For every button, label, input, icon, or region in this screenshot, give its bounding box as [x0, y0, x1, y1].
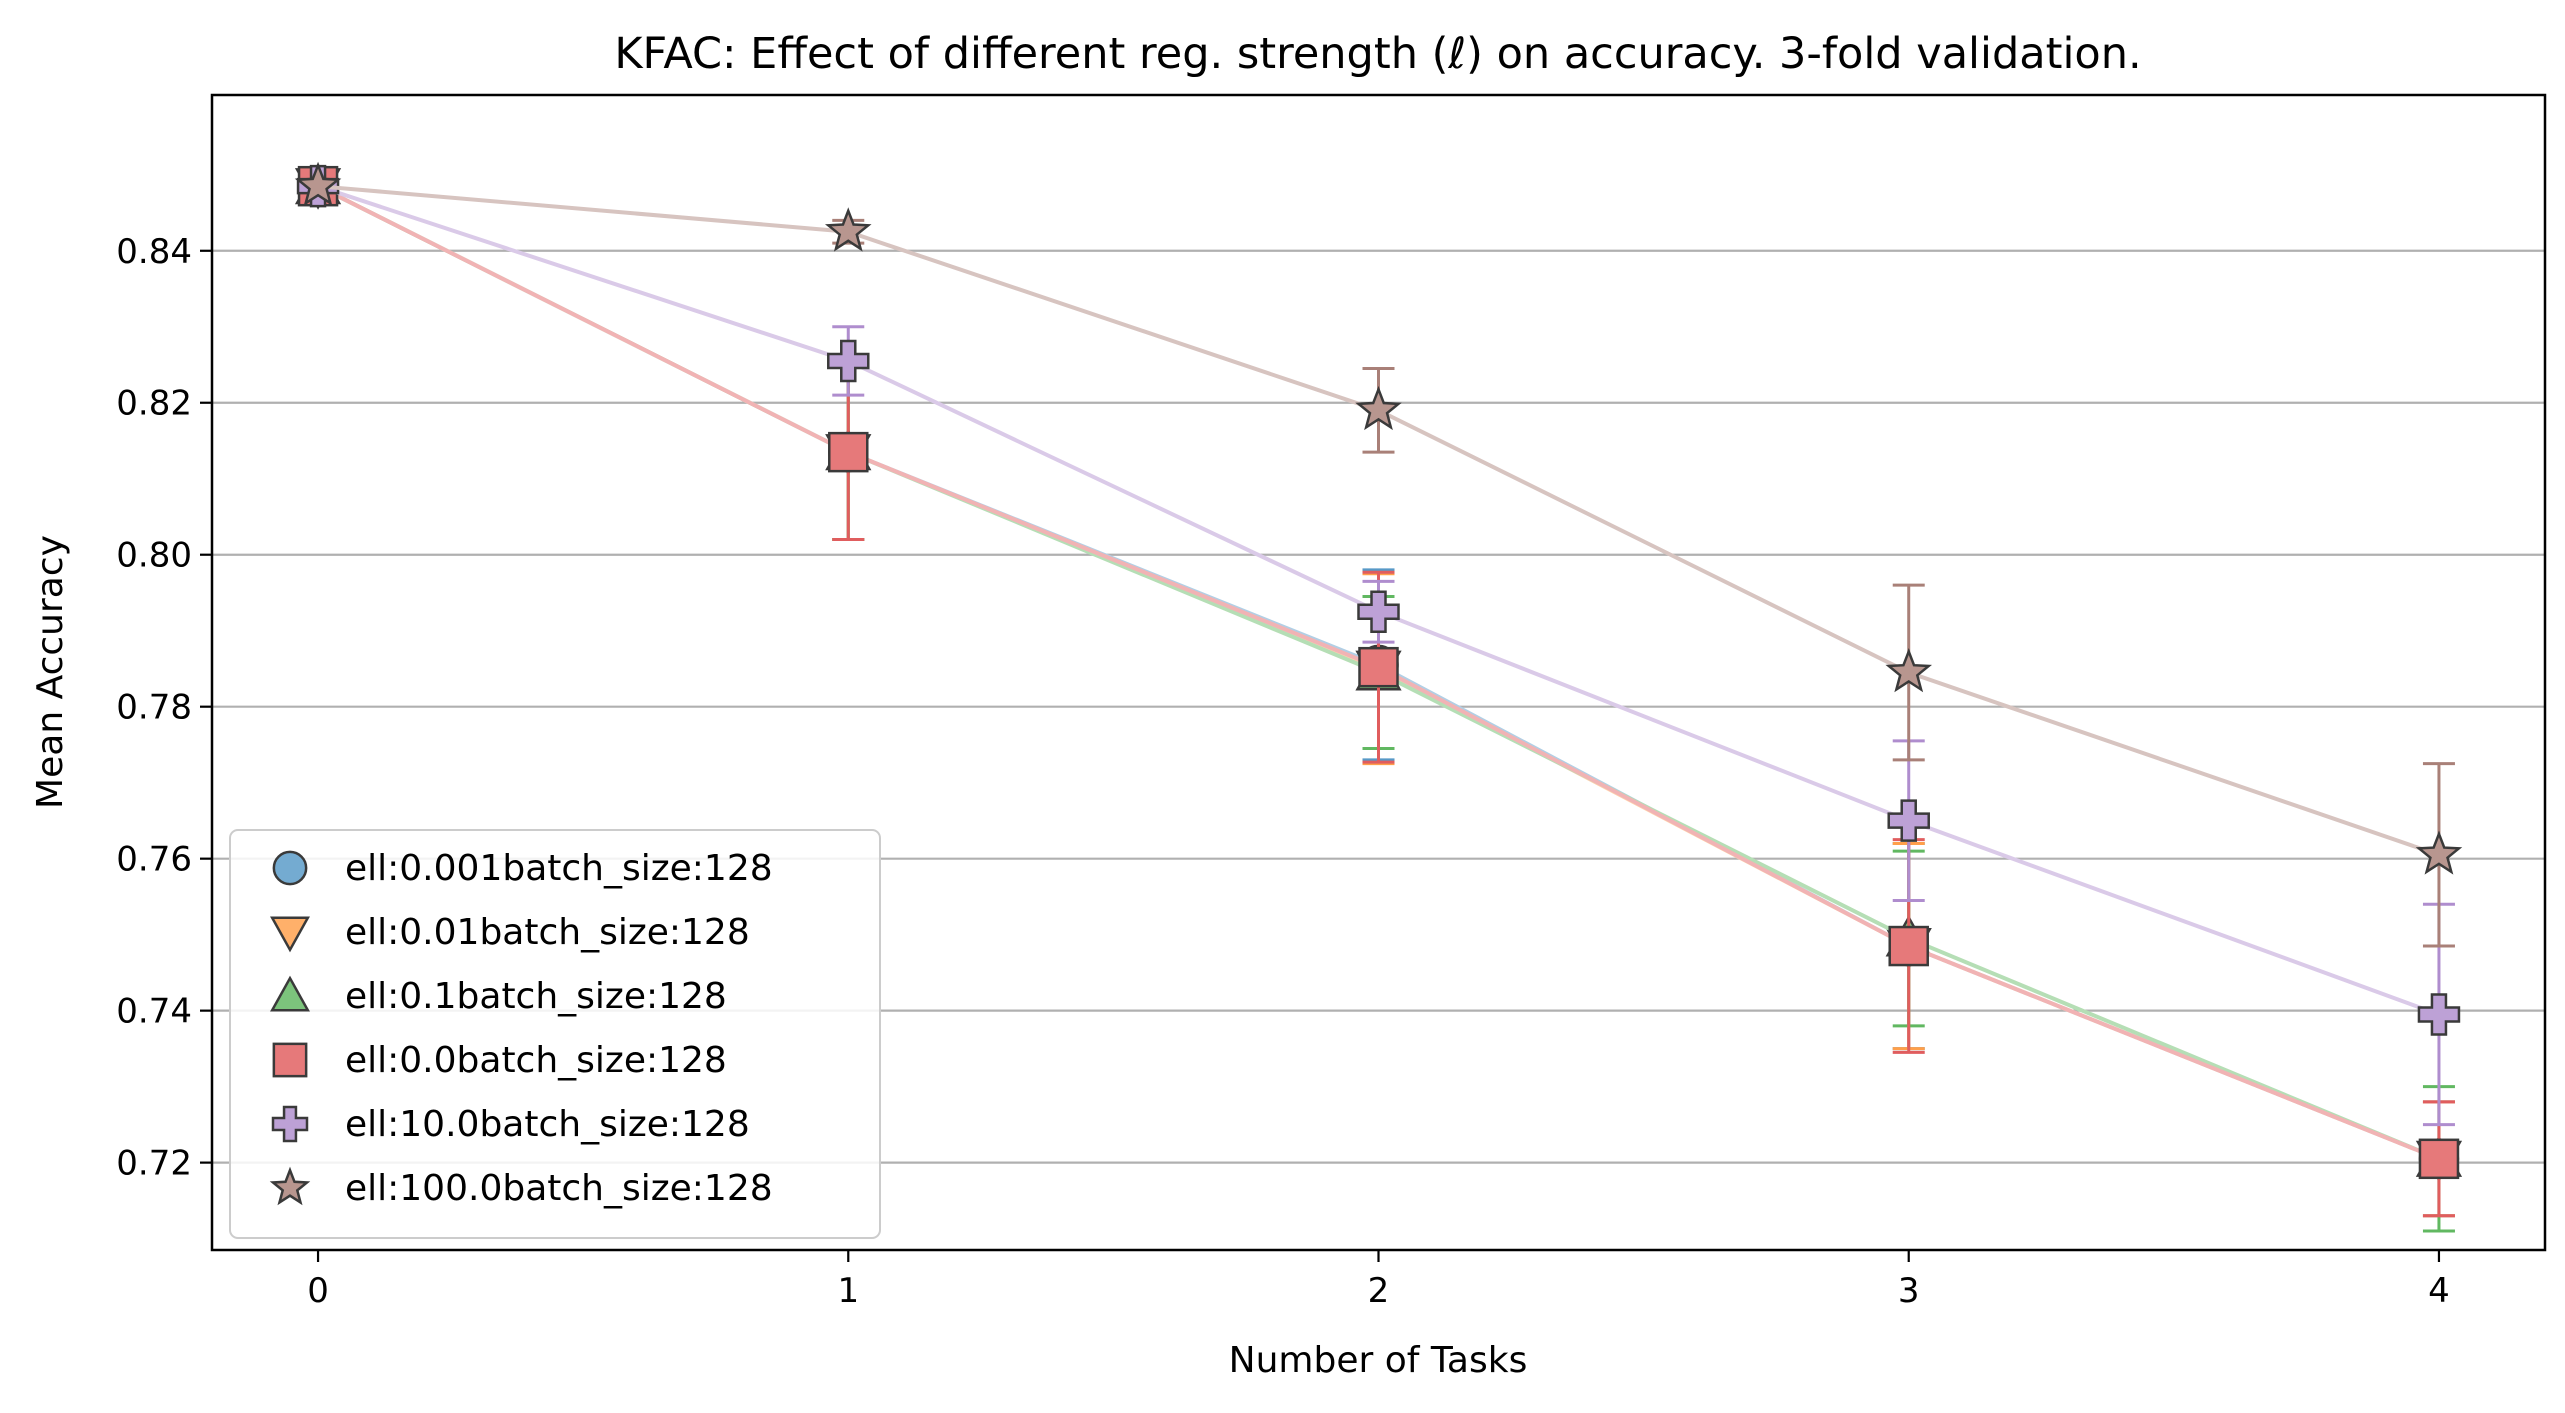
marker-plus — [1887, 799, 1930, 842]
legend-label: ell:0.001batch_size:128 — [345, 848, 773, 889]
marker-star — [2415, 830, 2463, 875]
marker-star — [269, 1166, 311, 1206]
legend-label: ell:0.1batch_size:128 — [345, 976, 727, 1017]
x-tick-label: 1 — [837, 1271, 859, 1311]
y-tick-label: 0.84 — [116, 232, 192, 272]
legend-item: ell:100.0batch_size:128 — [269, 1166, 773, 1209]
legend-label: ell:10.0batch_size:128 — [345, 1104, 750, 1145]
legend-item: ell:0.1batch_size:128 — [270, 975, 727, 1017]
chart-title: KFAC: Effect of different reg. strength … — [614, 29, 2141, 79]
marker-triangle-up — [270, 975, 310, 1012]
y-tick-label: 0.74 — [116, 992, 192, 1032]
y-tick-label: 0.72 — [116, 1144, 192, 1184]
marker-plus — [271, 1105, 309, 1143]
y-tick-label: 0.80 — [116, 536, 192, 576]
legend-item: ell:0.01batch_size:128 — [270, 912, 750, 953]
y-axis-label: Mean Accuracy — [30, 535, 71, 809]
marker-triangle-down — [270, 916, 310, 953]
marker-star — [1355, 385, 1402, 431]
series-4 — [296, 164, 2461, 1127]
x-tick-label: 2 — [1368, 1271, 1390, 1311]
marker-star — [1885, 648, 1933, 693]
legend-label: ell:0.0batch_size:128 — [345, 1040, 727, 1081]
marker-plus — [2417, 993, 2461, 1036]
legend-label: ell:0.01batch_size:128 — [345, 912, 750, 953]
legend-item: ell:0.001batch_size:128 — [272, 848, 773, 889]
series-5 — [294, 161, 2463, 948]
x-axis-label: Number of Tasks — [1229, 1340, 1528, 1381]
marker-square — [2418, 1138, 2460, 1180]
legend-box — [229, 829, 881, 1239]
y-tick-label: 0.78 — [116, 688, 192, 728]
marker-square — [1888, 925, 1929, 967]
y-tick-label: 0.82 — [116, 384, 192, 424]
legend-item: ell:10.0batch_size:128 — [271, 1104, 750, 1145]
marker-plus — [827, 339, 870, 383]
marker-circle — [272, 850, 308, 886]
marker-square — [1358, 646, 1399, 688]
marker-star — [824, 207, 872, 252]
legend-label: ell:100.0batch_size:128 — [345, 1168, 773, 1209]
y-tick-label: 0.76 — [116, 840, 192, 880]
marker-square — [272, 1042, 308, 1078]
plot-series — [294, 161, 2463, 1233]
marker-star — [294, 161, 342, 206]
axes: 0.72 0.74 0.76 0.78 0.80 0.82 0.84 0 1 2 3 4 — [116, 232, 2449, 1311]
marker-plus — [1357, 590, 1400, 633]
marker-square — [828, 431, 869, 473]
x-tick-label: 3 — [1898, 1271, 1920, 1311]
legend-item: ell:0.0batch_size:128 — [272, 1040, 727, 1081]
x-tick-label: 4 — [2428, 1271, 2450, 1311]
legend: ell:0.001batch_size:128 ell:0.01batch_siz… — [229, 829, 881, 1239]
x-tick-label: 0 — [307, 1271, 329, 1311]
